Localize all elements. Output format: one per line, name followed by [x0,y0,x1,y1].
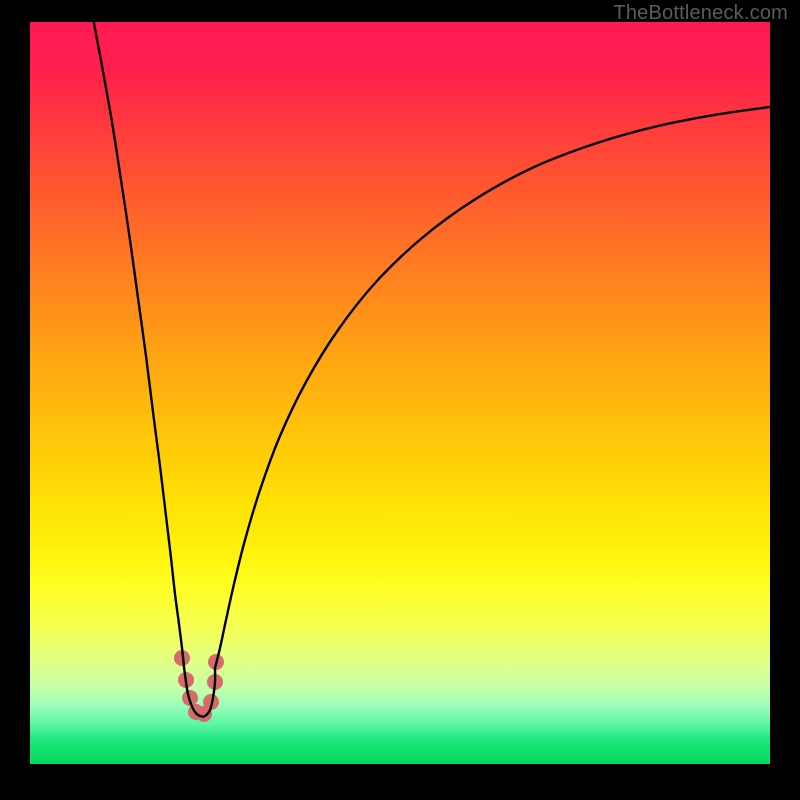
curve-right-branch [215,107,770,668]
plot-area [30,22,770,764]
curve-left-branch [93,18,184,667]
curve-layer [30,22,770,764]
chart-frame: TheBottleneck.com [0,0,800,800]
